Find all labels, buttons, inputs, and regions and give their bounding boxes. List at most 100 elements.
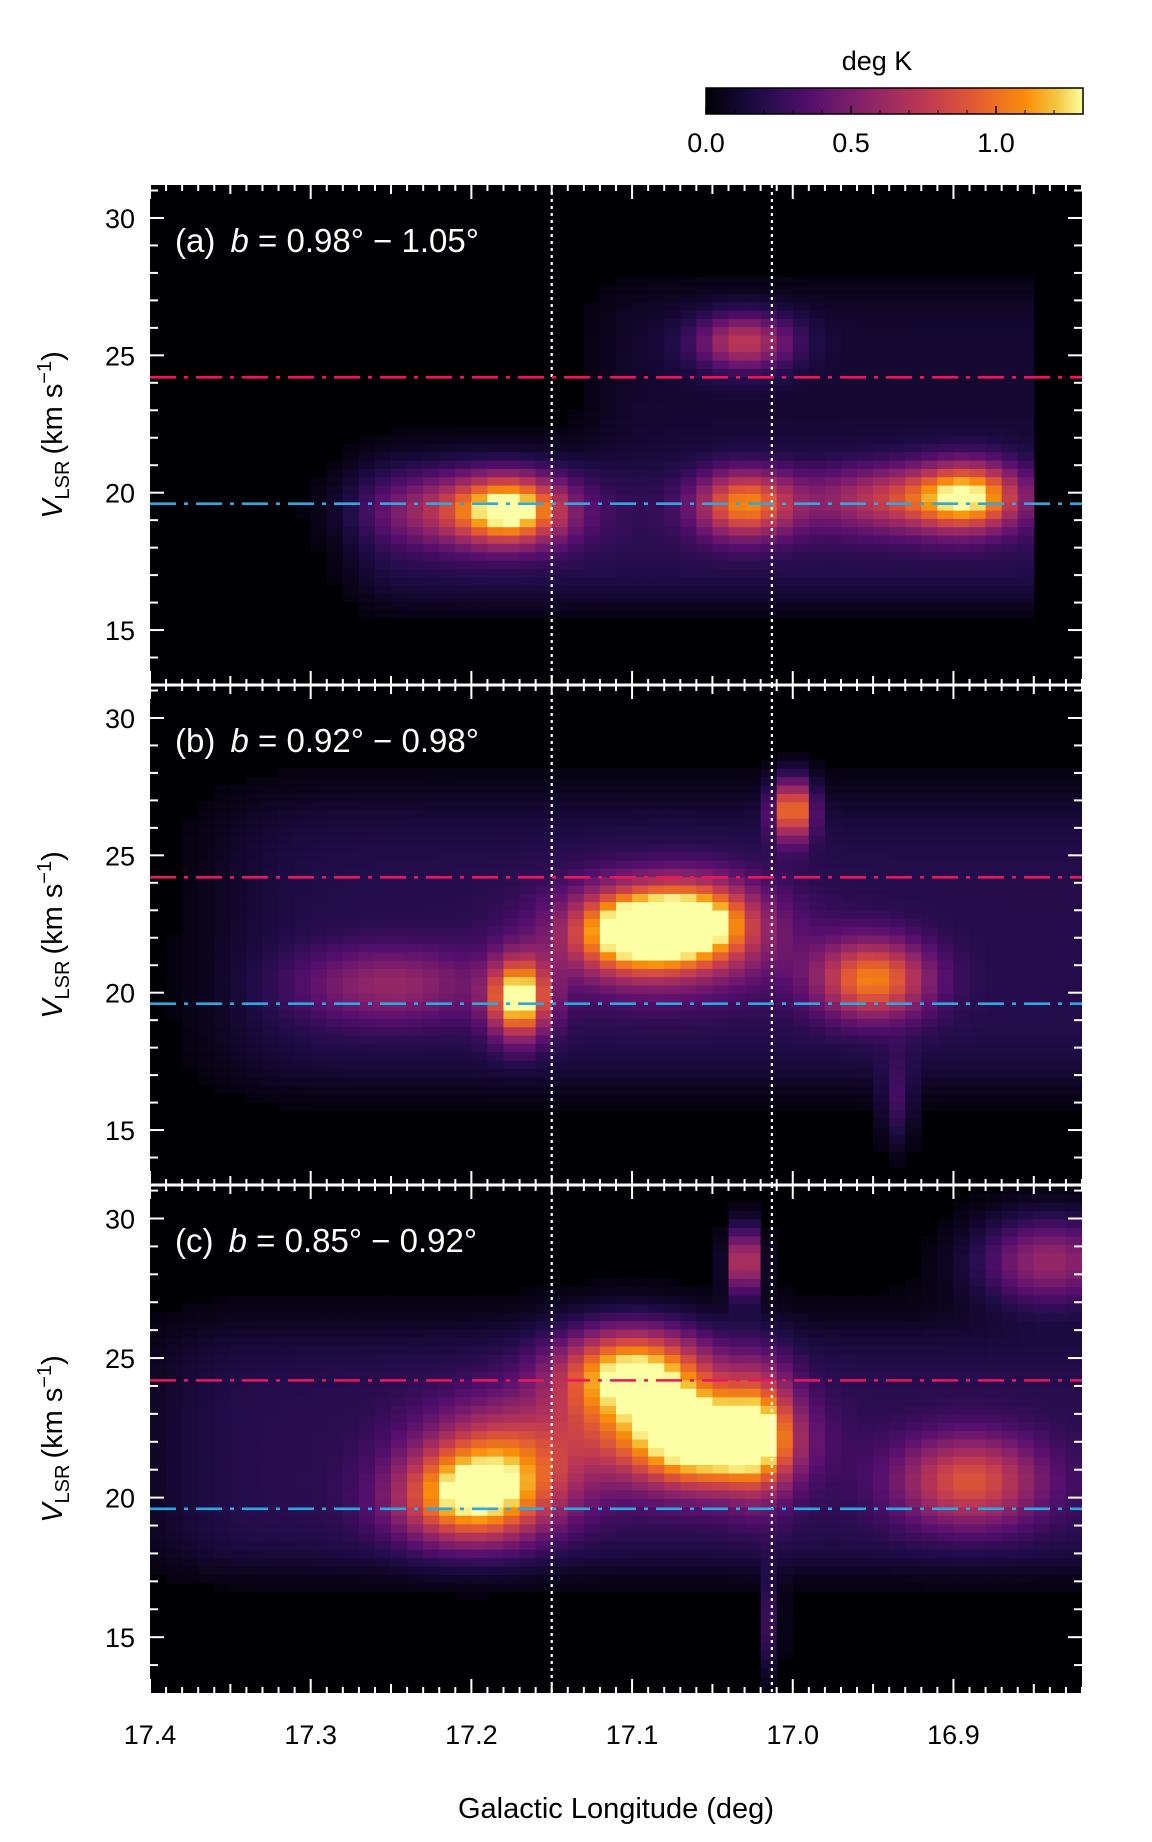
heatmap-cell bbox=[937, 560, 955, 569]
heatmap-cell bbox=[824, 601, 842, 611]
heatmap-cell bbox=[953, 851, 971, 861]
heatmap-cell bbox=[841, 943, 858, 953]
heatmap-cell bbox=[680, 818, 697, 828]
heatmap-cell bbox=[889, 1001, 906, 1011]
heatmap-cell bbox=[985, 1018, 1003, 1028]
heatmap-cell bbox=[792, 776, 810, 786]
heatmap-cell bbox=[985, 393, 1003, 403]
heatmap-cell bbox=[150, 1472, 167, 1482]
heatmap-cell bbox=[728, 585, 746, 594]
heatmap-cell bbox=[905, 768, 922, 778]
heatmap-cell bbox=[391, 785, 408, 794]
heatmap-cell bbox=[632, 593, 649, 603]
heatmap-cell bbox=[857, 801, 874, 811]
heatmap-cell bbox=[455, 1328, 472, 1338]
heatmap-cell bbox=[1049, 801, 1067, 811]
heatmap-cell bbox=[969, 851, 987, 861]
heatmap-cell bbox=[455, 468, 472, 478]
heatmap-cell bbox=[905, 476, 922, 486]
heatmap-cell bbox=[937, 468, 955, 478]
heatmap-cell bbox=[1049, 926, 1067, 936]
heatmap-cell bbox=[696, 893, 713, 903]
heatmap-cell bbox=[873, 1093, 890, 1103]
heatmap-cell bbox=[503, 826, 521, 836]
heatmap-cell bbox=[616, 368, 633, 378]
heatmap-cell bbox=[150, 1523, 167, 1533]
heatmap-cell bbox=[519, 826, 537, 836]
heatmap-cell bbox=[632, 343, 649, 353]
heatmap-cell bbox=[375, 1035, 392, 1044]
heatmap-cell bbox=[776, 943, 794, 953]
heatmap-cell bbox=[439, 1035, 456, 1044]
heatmap-cell bbox=[230, 901, 247, 911]
heatmap-cell bbox=[503, 1379, 521, 1389]
heatmap-cell bbox=[985, 376, 1003, 386]
heatmap-cell bbox=[583, 326, 601, 336]
heatmap-cell bbox=[616, 568, 633, 578]
heatmap-cell bbox=[632, 951, 649, 961]
heatmap-cell bbox=[535, 1060, 553, 1069]
heatmap-cell bbox=[696, 376, 713, 386]
heatmap-cell bbox=[1017, 843, 1035, 853]
heatmap-cell bbox=[503, 926, 521, 936]
heatmap-cell bbox=[664, 585, 681, 594]
heatmap-cell bbox=[455, 1430, 472, 1440]
heatmap-cell bbox=[278, 885, 296, 894]
heatmap-cell bbox=[744, 310, 762, 319]
heatmap-cell bbox=[873, 310, 890, 319]
heatmap-cell bbox=[342, 785, 360, 794]
heatmap-cell bbox=[632, 835, 649, 844]
heatmap-cell bbox=[358, 443, 376, 453]
heatmap-cell bbox=[166, 1447, 183, 1457]
heatmap-cell bbox=[391, 1439, 408, 1449]
heatmap-cell bbox=[841, 968, 858, 978]
heatmap-cell bbox=[407, 1320, 424, 1330]
heatmap-cell bbox=[744, 410, 762, 419]
heatmap-cell bbox=[407, 1523, 424, 1533]
heatmap-cell bbox=[760, 376, 778, 386]
heatmap-cell bbox=[889, 826, 906, 836]
heatmap-cell bbox=[1033, 910, 1051, 919]
heatmap-cell bbox=[953, 343, 971, 353]
heatmap-cell bbox=[278, 1515, 296, 1525]
heatmap-cell bbox=[310, 1043, 328, 1053]
heatmap-cell bbox=[696, 301, 713, 311]
heatmap-cell bbox=[953, 951, 971, 961]
heatmap-cell bbox=[471, 893, 489, 903]
heatmap-cell bbox=[519, 510, 537, 519]
heatmap-cell bbox=[535, 535, 553, 544]
heatmap-cell bbox=[616, 985, 633, 994]
heatmap-cell bbox=[841, 360, 858, 369]
heatmap-cell bbox=[921, 910, 938, 919]
heatmap-cell bbox=[616, 468, 633, 478]
heatmap-cell bbox=[824, 276, 842, 286]
heatmap-cell bbox=[905, 1101, 922, 1111]
heatmap-cell bbox=[969, 843, 987, 853]
heatmap-cell bbox=[921, 1010, 938, 1019]
heatmap-cell bbox=[824, 385, 842, 394]
heatmap-cell bbox=[198, 1388, 215, 1398]
heatmap-cell bbox=[1001, 526, 1019, 536]
heatmap-cell bbox=[728, 551, 746, 561]
heatmap-cell bbox=[599, 518, 617, 528]
heatmap-cell bbox=[1049, 776, 1067, 786]
heatmap-cell bbox=[182, 1018, 199, 1028]
heatmap-cell bbox=[953, 510, 971, 519]
heatmap-cell bbox=[407, 551, 424, 561]
heatmap-cell bbox=[1001, 810, 1019, 819]
heatmap-cell bbox=[841, 1010, 858, 1019]
heatmap-cell bbox=[905, 910, 922, 919]
heatmap-cell bbox=[1033, 951, 1051, 961]
heatmap-cell bbox=[487, 901, 505, 911]
heatmap-cell bbox=[535, 768, 553, 778]
heatmap-cell bbox=[953, 1001, 971, 1011]
heatmap-cell bbox=[792, 985, 810, 994]
heatmap-cell bbox=[744, 468, 762, 478]
heatmap-cell bbox=[455, 1557, 472, 1567]
heatmap-cell bbox=[439, 943, 456, 953]
heatmap-cell bbox=[583, 351, 601, 361]
heatmap-cell bbox=[358, 1549, 376, 1559]
heatmap-cell bbox=[519, 476, 537, 486]
heatmap-cell bbox=[375, 551, 392, 561]
heatmap-cell bbox=[921, 1001, 938, 1011]
